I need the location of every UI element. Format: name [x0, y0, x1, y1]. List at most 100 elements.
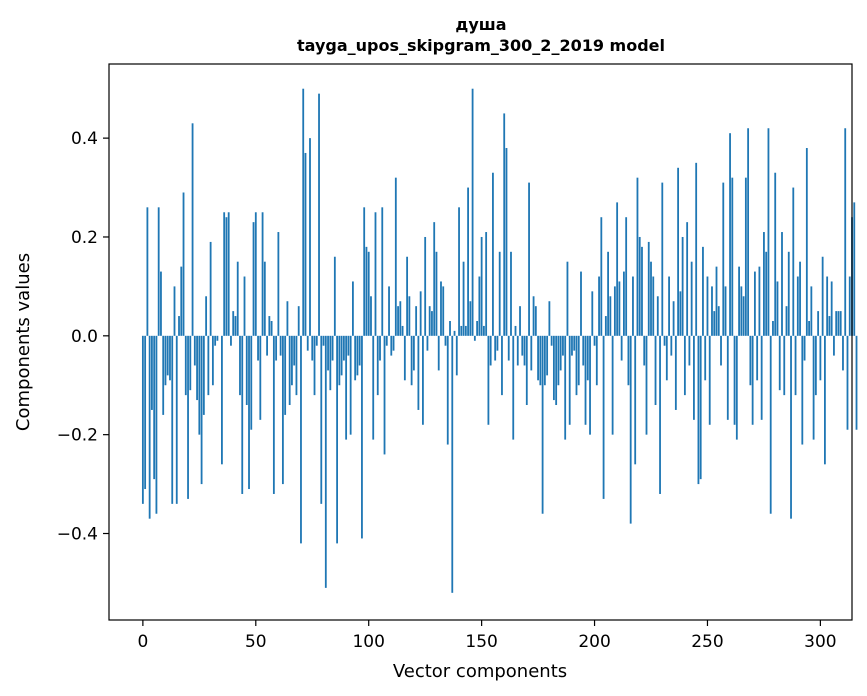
bar	[202, 335, 205, 415]
bar	[279, 335, 282, 356]
bar	[819, 335, 822, 381]
bar	[794, 335, 797, 396]
bar	[230, 335, 232, 346]
bar	[810, 286, 813, 336]
bar	[559, 335, 562, 371]
bar	[248, 335, 250, 490]
bar	[320, 335, 323, 504]
bar	[184, 335, 187, 396]
bar	[803, 335, 806, 361]
bar	[821, 256, 824, 336]
bar	[293, 335, 296, 366]
bar	[498, 251, 501, 336]
bar	[740, 286, 743, 336]
bar	[534, 306, 537, 336]
bar	[591, 291, 594, 336]
x-axis-label: Vector components	[393, 661, 567, 682]
bar	[688, 335, 691, 366]
bar	[169, 335, 171, 381]
bar	[207, 335, 210, 396]
bar	[431, 311, 433, 336]
bar	[514, 325, 517, 336]
bar	[704, 335, 707, 381]
bar	[250, 335, 253, 430]
bar	[833, 335, 835, 356]
bar	[792, 187, 795, 336]
bar	[720, 335, 722, 366]
bar	[221, 335, 223, 465]
bar	[824, 335, 826, 465]
bar	[284, 335, 287, 415]
bar	[295, 335, 298, 396]
bar	[408, 296, 411, 336]
bar	[146, 207, 149, 336]
bar	[243, 276, 246, 336]
bar	[327, 335, 329, 371]
bar	[144, 335, 147, 490]
bar	[164, 335, 167, 386]
bar	[211, 335, 214, 386]
x-tick-label: 100	[352, 632, 384, 652]
bar	[519, 306, 521, 336]
bar	[200, 335, 203, 485]
bar	[333, 256, 336, 336]
bar	[629, 335, 632, 524]
bar	[354, 335, 357, 381]
bar	[412, 335, 415, 371]
x-axis-ticks: 0 50 100 150 200 250 300	[137, 620, 837, 652]
bar	[654, 335, 657, 406]
bar	[268, 316, 271, 336]
bar	[679, 291, 682, 336]
bar	[760, 335, 763, 420]
bar	[435, 251, 438, 336]
bar	[598, 276, 600, 336]
bar	[464, 325, 467, 336]
bar	[473, 335, 476, 341]
bar	[756, 335, 759, 381]
bar	[166, 335, 169, 376]
bar	[645, 335, 648, 435]
bar	[428, 306, 431, 336]
bar	[595, 335, 598, 386]
chart-subtitle: tayga_upos_skipgram_300_2_2019 model	[297, 36, 665, 55]
bar	[446, 335, 449, 445]
bar	[808, 321, 810, 336]
bar	[467, 187, 469, 336]
bar	[155, 335, 158, 514]
bar	[449, 321, 451, 336]
bar	[462, 261, 465, 336]
bar	[589, 335, 591, 435]
bar	[781, 232, 783, 336]
bar	[571, 335, 573, 356]
bar	[415, 306, 418, 336]
bar	[426, 335, 429, 351]
bar	[769, 335, 772, 514]
bar	[729, 133, 731, 336]
bar	[753, 271, 756, 336]
bar	[236, 261, 239, 336]
bar	[365, 246, 368, 336]
bar	[690, 261, 693, 336]
bar	[765, 251, 768, 336]
bar	[652, 276, 655, 336]
bar	[422, 335, 424, 425]
bar	[674, 335, 677, 410]
bar	[604, 316, 607, 336]
bar	[751, 335, 754, 425]
bar	[733, 335, 736, 425]
y-tick-label: 0.2	[71, 228, 98, 248]
bar	[180, 266, 183, 336]
bar	[444, 335, 447, 346]
bar	[790, 335, 792, 519]
bar	[254, 212, 257, 336]
bar	[451, 335, 454, 593]
bar	[846, 335, 849, 430]
bar	[625, 217, 628, 336]
bar	[758, 266, 761, 336]
bar	[738, 266, 740, 336]
bar	[853, 202, 856, 336]
bar	[607, 251, 609, 336]
bar	[695, 162, 698, 336]
bar	[277, 232, 280, 336]
bar	[636, 177, 639, 336]
